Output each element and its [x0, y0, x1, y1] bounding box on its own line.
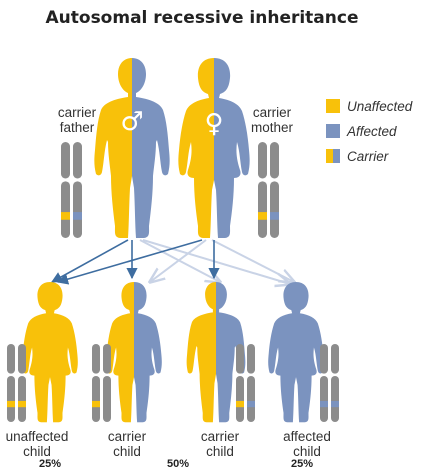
- arrow-faint: [211, 239, 294, 282]
- child-label-line1: affected: [283, 429, 331, 444]
- child-figure-unaffected: [22, 282, 78, 423]
- chromosome: [18, 344, 26, 422]
- legend-item-carrier: Carrier: [326, 148, 388, 164]
- strong-arrows: [51, 239, 220, 285]
- gene-band: [236, 400, 244, 408]
- chromosome: [270, 142, 279, 238]
- legend-label: Unaffected: [347, 98, 413, 114]
- chromosome: [103, 344, 111, 422]
- mother-figure: ♀: [178, 58, 250, 238]
- percent-unaffected: 25%: [38, 458, 62, 470]
- gene-band: [7, 400, 15, 408]
- child-label-line1: unaffected: [5, 429, 69, 444]
- chromosome: [92, 344, 100, 422]
- gene-band: [331, 400, 339, 408]
- arrow-faint: [142, 239, 290, 284]
- child-label-line1: carrier: [200, 429, 240, 444]
- arrow-strong: [51, 239, 129, 283]
- child-label-carrier-2: carrier child: [190, 429, 250, 459]
- gene-band: [92, 400, 100, 408]
- gene-band: [18, 400, 26, 408]
- percent-affected: 25%: [290, 458, 314, 470]
- child-label-line2: child: [23, 444, 51, 459]
- legend-swatch-affected: [326, 124, 340, 138]
- legend-item-unaffected: Unaffected: [326, 98, 412, 114]
- gene-band: [320, 400, 328, 408]
- chromosome: [331, 344, 339, 422]
- child-label-line2: child: [113, 444, 141, 459]
- chromosome-pairs: [7, 142, 339, 422]
- father-figure: ♂: [94, 58, 170, 238]
- father-label-line1: carrier: [57, 105, 97, 120]
- arrow-faint: [150, 239, 207, 282]
- child-label-carrier-1: carrier child: [97, 429, 157, 459]
- child-figure-affected: [268, 282, 324, 423]
- child-label-affected: affected child: [272, 429, 342, 459]
- gene-band: [258, 212, 267, 220]
- gene-band: [247, 400, 255, 408]
- gene-band: [73, 212, 82, 220]
- legend-item-affected: Affected: [326, 123, 397, 139]
- chromosome: [73, 142, 82, 238]
- diagram-title: Autosomal recessive inheritance: [45, 8, 359, 28]
- chromosome: [320, 344, 328, 422]
- faint-arrows: [139, 239, 294, 284]
- legend-swatch-unaffected: [326, 99, 340, 113]
- mother-label-line1: carrier: [252, 105, 292, 120]
- child-label-line1: carrier: [107, 429, 147, 444]
- legend-label: Carrier: [347, 148, 389, 164]
- chromosome: [236, 344, 244, 422]
- mother-label-line2: mother: [250, 120, 294, 135]
- chromosome: [7, 344, 15, 422]
- child-label-line2: child: [206, 444, 234, 459]
- chromosome: [61, 142, 70, 238]
- chromosome: [258, 142, 267, 238]
- legend-label: Affected: [347, 123, 397, 139]
- mother-label: carrier mother: [240, 105, 304, 135]
- arrow-strong: [56, 239, 203, 285]
- father-label-line2: father: [59, 120, 95, 135]
- female-symbol-icon: ♀: [204, 109, 223, 139]
- legend-swatch-carrier: [326, 149, 340, 163]
- chromosome: [247, 344, 255, 422]
- child-label-line2: child: [293, 444, 321, 459]
- gene-band: [61, 212, 70, 220]
- arrow-faint: [139, 239, 220, 282]
- male-symbol-icon: ♂: [120, 107, 143, 137]
- gene-band: [270, 212, 279, 220]
- father-label: carrier father: [44, 105, 110, 135]
- child-label-unaffected: unaffected child: [2, 429, 72, 459]
- percent-carrier: 50%: [166, 458, 190, 470]
- child-figure-carrier-1: [106, 282, 162, 423]
